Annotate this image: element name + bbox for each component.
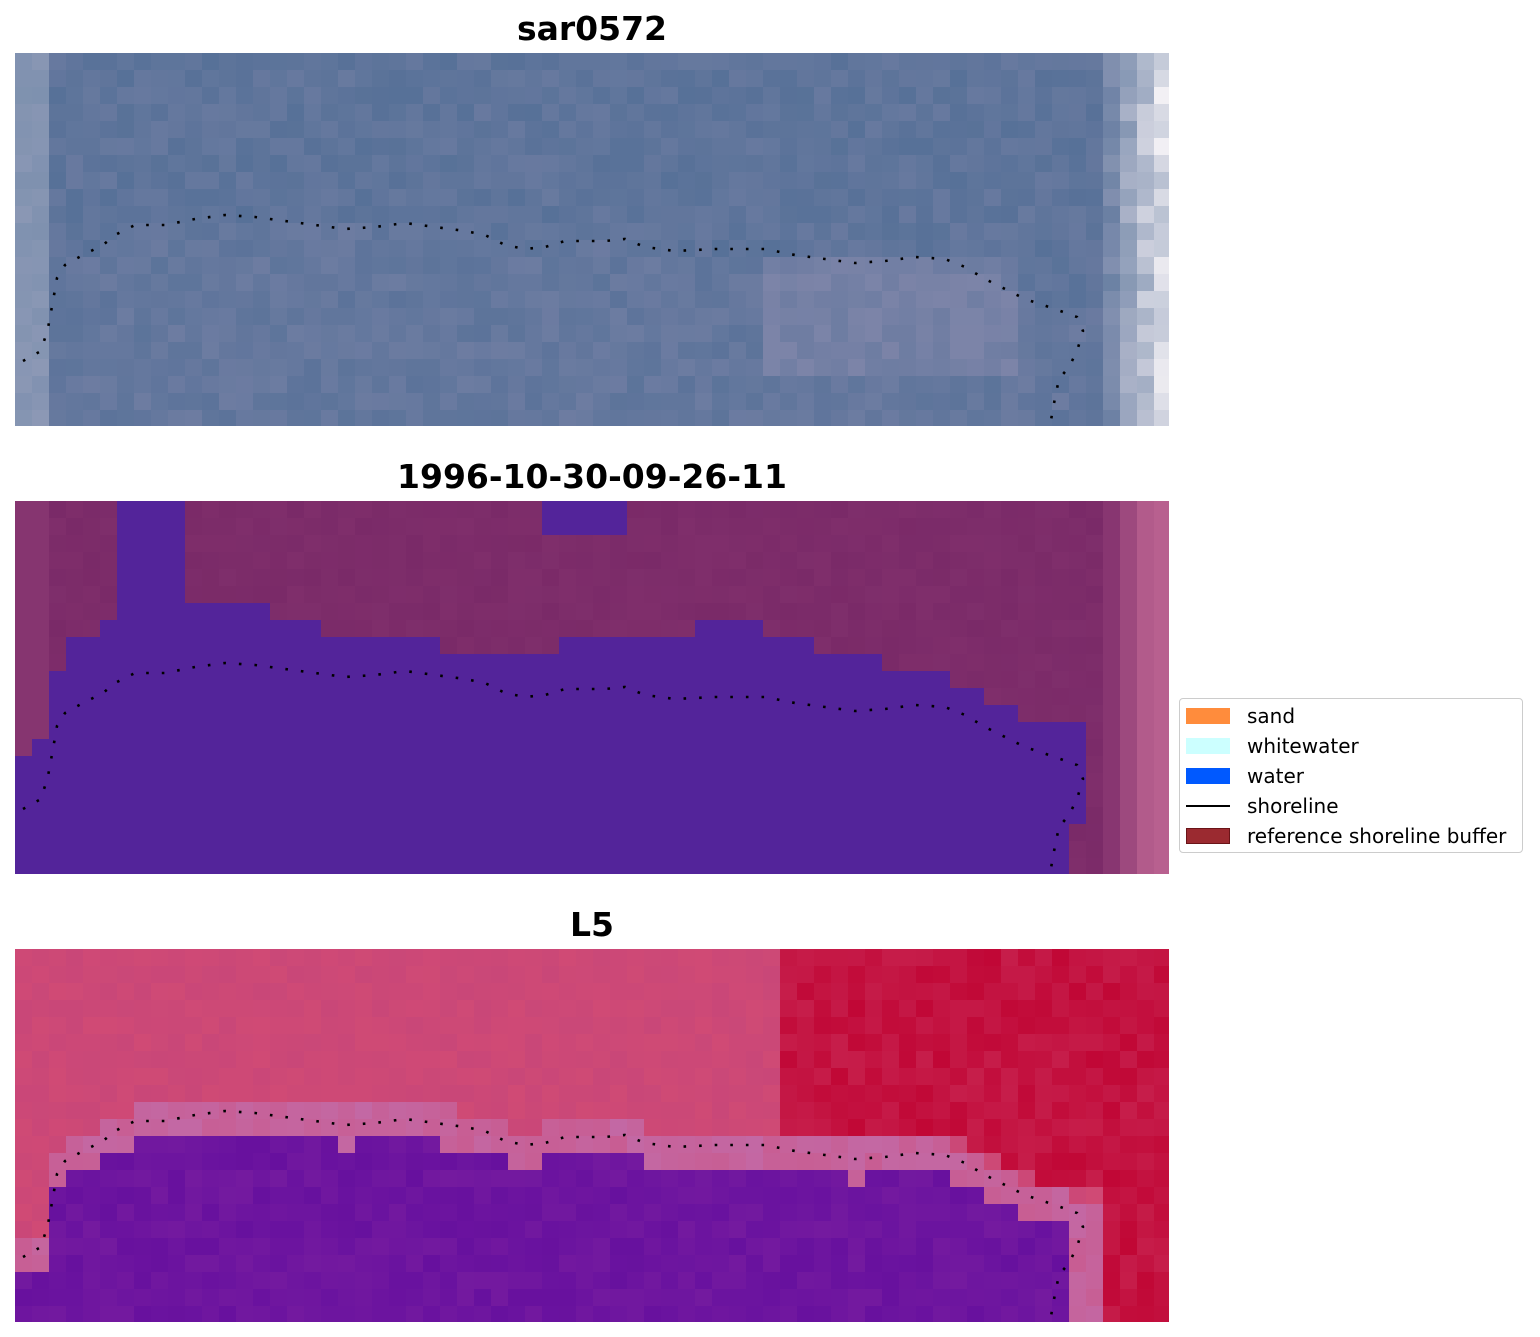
legend-swatch-water xyxy=(1186,768,1230,784)
legend-label-water: water xyxy=(1247,764,1304,788)
legend-label-shoreline: shoreline xyxy=(1247,794,1339,818)
legend-label-sand: sand xyxy=(1247,704,1296,728)
legend-item-sand: sand xyxy=(1186,701,1295,731)
legend-label-whitewater: whitewater xyxy=(1247,734,1359,758)
shoreline-line xyxy=(22,213,1085,421)
legend-swatch-reference-buffer xyxy=(1186,828,1230,844)
rgb-image-panel xyxy=(15,53,1169,426)
panel-title-rgb: sar0572 xyxy=(516,9,668,48)
legend: sand whitewater water shoreline referenc… xyxy=(1179,698,1523,853)
classified-image-panel xyxy=(15,501,1169,874)
legend-item-water: water xyxy=(1186,761,1304,791)
legend-line-shoreline xyxy=(1186,804,1230,808)
legend-item-shoreline: shoreline xyxy=(1186,791,1339,821)
panel-title-index: L5 xyxy=(570,905,614,944)
shoreline-line xyxy=(22,661,1085,869)
legend-swatch-whitewater xyxy=(1186,738,1230,754)
legend-swatch-sand xyxy=(1186,708,1230,724)
legend-label-reference-buffer: reference shoreline buffer xyxy=(1247,824,1507,848)
panel-title-classified: 1996-10-30-09-26-11 xyxy=(397,457,787,496)
legend-item-whitewater: whitewater xyxy=(1186,731,1359,761)
shoreline-line xyxy=(22,1109,1085,1317)
index-image-panel xyxy=(15,949,1169,1322)
legend-item-reference-buffer: reference shoreline buffer xyxy=(1186,821,1506,851)
